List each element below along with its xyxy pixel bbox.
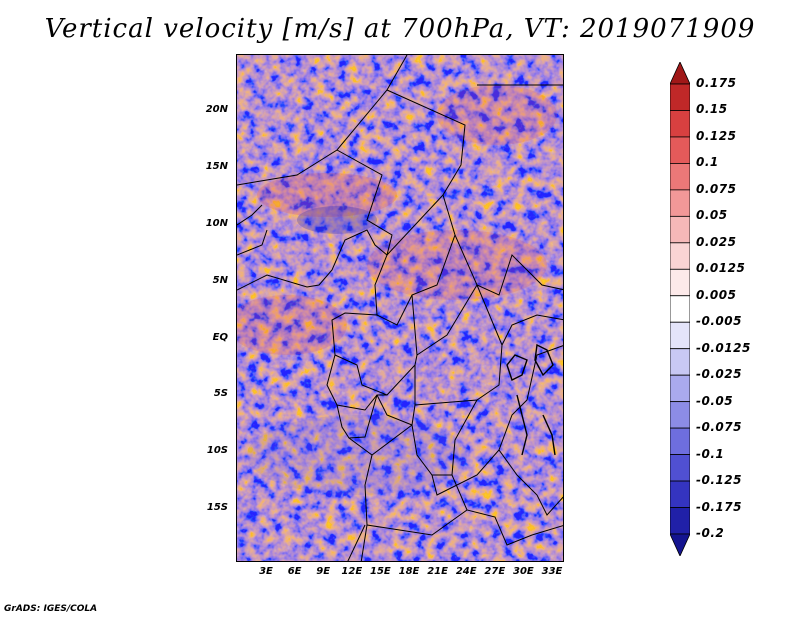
lon-label: 21E <box>427 566 448 577</box>
colorbar-swatch <box>670 374 690 403</box>
colorbar-label: 0.125 <box>696 128 737 143</box>
grads-credit: GrADS: IGES/COLA <box>4 604 98 614</box>
lon-label: 18E <box>398 566 420 577</box>
colorbar-label: -0.075 <box>696 420 742 435</box>
lat-label: 15N <box>205 161 228 172</box>
lon-label: 6E <box>287 566 302 577</box>
colorbar-label: 0.075 <box>696 181 737 196</box>
colorbar-swatch <box>670 242 690 270</box>
colorbar-swatch <box>670 480 690 508</box>
lat-label: 20N <box>205 104 228 115</box>
lat-label: 5S <box>213 388 228 399</box>
colorbar-swatch <box>670 215 690 244</box>
colorbar-swatch <box>670 163 690 191</box>
colorbar-label: -0.05 <box>696 393 734 408</box>
lat-label: 10N <box>205 218 228 229</box>
colorbar-label: -0.2 <box>696 526 725 540</box>
colorbar-label: -0.1 <box>696 446 725 461</box>
colorbar-label: 0.1 <box>696 155 719 170</box>
lon-label: 30E <box>513 566 534 577</box>
colorbar-label: 0.15 <box>696 102 728 117</box>
colorbar-swatch <box>670 348 690 376</box>
colorbar-label: 0.175 <box>696 76 737 90</box>
colorbar-label: -0.025 <box>696 367 742 382</box>
colorbar-swatch <box>670 321 690 350</box>
colorbar-swatch <box>670 507 690 535</box>
colorbar-label: 0.05 <box>696 208 728 223</box>
colorbar-swatch <box>670 83 690 111</box>
colorbar-swatch <box>670 268 690 297</box>
plot-title: Vertical velocity [m/s] at 700hPa, VT: 2… <box>44 14 756 44</box>
colorbar-swatch <box>670 401 690 429</box>
lat-label: EQ <box>212 332 228 343</box>
colorbar-bottom-arrow <box>670 533 690 556</box>
colorbar-label: 0.0125 <box>696 261 746 276</box>
colorbar-swatch <box>670 295 690 323</box>
colorbar-label: 0.025 <box>696 234 737 249</box>
lon-label: 24E <box>455 566 477 577</box>
colorbar-swatch <box>670 110 690 138</box>
lon-label: 33E <box>541 566 563 577</box>
lon-label: 12E <box>341 566 363 577</box>
colorbar-label: -0.0125 <box>696 340 751 355</box>
colorbar-top-arrow <box>670 62 690 85</box>
lat-label: 15S <box>206 502 228 513</box>
colorbar <box>670 62 690 556</box>
lat-label: 10S <box>206 445 228 456</box>
colorbar-label: -0.175 <box>696 499 742 514</box>
colorbar-swatch <box>670 427 690 455</box>
colorbar-swatch <box>670 454 690 482</box>
lon-label: 9E <box>316 566 331 577</box>
colorbar-swatch <box>670 136 690 164</box>
velocity-field-map <box>237 55 563 561</box>
colorbar-label: -0.005 <box>696 314 742 329</box>
colorbar-label: 0.005 <box>696 287 737 302</box>
colorbar-swatch <box>670 189 690 217</box>
lon-label: 27E <box>484 566 506 577</box>
colorbar-label: -0.125 <box>696 473 742 488</box>
lon-label: 15E <box>370 566 391 577</box>
map-frame <box>236 54 564 562</box>
lat-label: 5N <box>212 275 228 286</box>
lon-label: 3E <box>259 566 273 577</box>
